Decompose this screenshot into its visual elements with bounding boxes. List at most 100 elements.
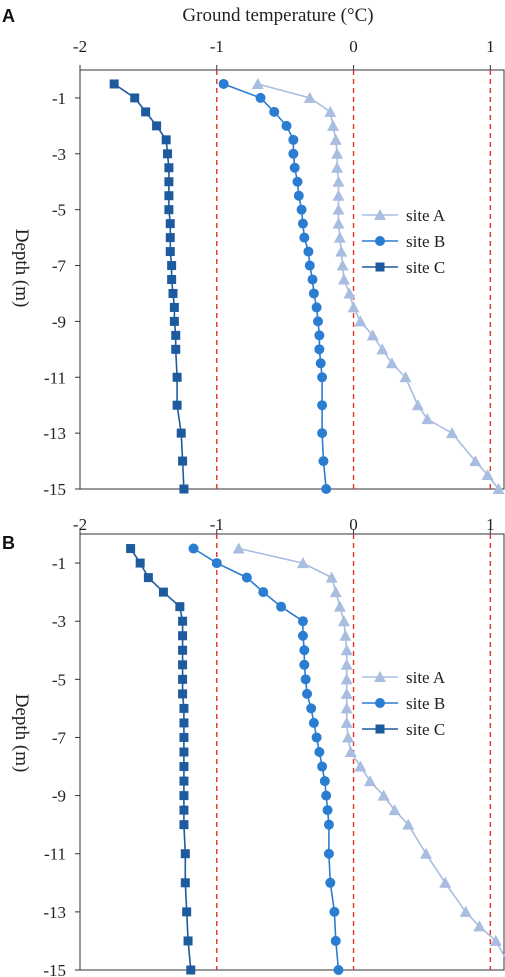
data-point bbox=[340, 687, 353, 699]
legend-label: site B bbox=[406, 694, 445, 713]
x-axis-title: Ground temperature (°C) bbox=[182, 5, 373, 26]
data-point bbox=[314, 330, 325, 341]
data-point bbox=[344, 746, 357, 757]
data-point bbox=[366, 329, 379, 341]
data-point bbox=[164, 191, 174, 201]
data-point bbox=[178, 645, 188, 655]
data-point bbox=[299, 232, 310, 243]
y-tick-label: -9 bbox=[52, 787, 66, 806]
data-point bbox=[340, 673, 353, 685]
data-point bbox=[376, 343, 389, 355]
data-point bbox=[299, 659, 310, 670]
y-tick-label: -15 bbox=[43, 480, 66, 499]
data-point bbox=[333, 965, 344, 975]
data-point bbox=[269, 106, 280, 117]
data-point bbox=[331, 161, 344, 173]
data-point bbox=[218, 78, 229, 89]
x-tick-label: -1 bbox=[210, 515, 224, 534]
panel-a-letter: A bbox=[2, 6, 15, 26]
legend-label: site A bbox=[406, 206, 446, 225]
data-point bbox=[172, 400, 182, 410]
data-point bbox=[377, 789, 390, 801]
data-point bbox=[299, 645, 310, 656]
data-point bbox=[179, 820, 189, 830]
data-point bbox=[340, 702, 353, 714]
data-point bbox=[321, 484, 332, 494]
data-point bbox=[333, 231, 346, 243]
data-point bbox=[135, 558, 145, 568]
data-point bbox=[179, 732, 189, 742]
data-point bbox=[354, 315, 367, 327]
data-point bbox=[141, 107, 151, 117]
data-point bbox=[329, 133, 342, 145]
data-point bbox=[169, 302, 179, 312]
series-line-site-B bbox=[223, 83, 327, 490]
series-line-site-C bbox=[113, 83, 185, 490]
y-tick-label: -1 bbox=[52, 554, 66, 573]
legend-label: site B bbox=[406, 232, 445, 251]
data-point bbox=[179, 718, 189, 728]
y-tick-label: -15 bbox=[43, 961, 66, 977]
data-point bbox=[421, 413, 434, 425]
data-point bbox=[164, 205, 174, 215]
data-point bbox=[332, 175, 345, 187]
data-point bbox=[172, 372, 182, 382]
data-point bbox=[297, 218, 308, 229]
data-point bbox=[420, 847, 433, 859]
y-tick-label: -7 bbox=[52, 257, 67, 276]
y-tick-label: -7 bbox=[52, 728, 67, 747]
y-tick-label: -9 bbox=[52, 312, 66, 331]
data-point bbox=[340, 644, 353, 656]
data-point bbox=[180, 878, 190, 888]
data-point bbox=[335, 245, 348, 257]
data-point bbox=[178, 674, 188, 684]
x-tick-label: 0 bbox=[349, 37, 358, 56]
data-point bbox=[165, 219, 175, 229]
data-point bbox=[329, 586, 342, 598]
data-point bbox=[469, 455, 482, 467]
data-point bbox=[315, 358, 326, 369]
y-tick-label: -5 bbox=[52, 670, 66, 689]
data-point bbox=[281, 120, 292, 131]
data-point bbox=[331, 147, 344, 159]
series-line-site-C bbox=[129, 548, 192, 971]
data-point bbox=[336, 259, 349, 271]
data-point bbox=[167, 261, 177, 271]
data-point bbox=[317, 400, 328, 411]
legend-marker bbox=[375, 236, 385, 246]
data-point bbox=[411, 399, 424, 411]
data-point bbox=[152, 121, 162, 131]
data-point bbox=[171, 344, 181, 354]
data-point bbox=[306, 703, 317, 714]
data-point bbox=[343, 287, 356, 299]
data-point bbox=[302, 688, 313, 699]
data-point bbox=[255, 92, 266, 103]
data-point bbox=[337, 615, 350, 627]
data-point bbox=[297, 616, 308, 627]
data-point bbox=[303, 246, 314, 257]
data-point bbox=[126, 544, 136, 554]
data-point bbox=[321, 790, 332, 801]
panel-b-plot: -2 -1 0 1 -1 -3 -5 -7 -9 -11 -13 -15 site A site B sit… bbox=[43, 515, 505, 977]
data-point bbox=[179, 791, 189, 801]
data-point bbox=[332, 189, 345, 201]
data-point bbox=[130, 93, 140, 103]
data-point bbox=[399, 371, 412, 383]
data-point bbox=[329, 906, 340, 917]
data-point bbox=[314, 747, 325, 757]
data-point bbox=[481, 469, 494, 481]
x-tick-label: 0 bbox=[349, 515, 358, 534]
data-point bbox=[165, 247, 175, 257]
data-point bbox=[175, 602, 185, 612]
data-point bbox=[169, 316, 179, 326]
data-point bbox=[492, 483, 505, 494]
data-point bbox=[354, 760, 367, 772]
legend-marker bbox=[375, 262, 385, 272]
x-tick-label: 1 bbox=[486, 37, 495, 56]
legend-label: site A bbox=[406, 668, 446, 687]
data-point bbox=[330, 935, 341, 946]
data-point bbox=[324, 105, 337, 117]
data-point bbox=[339, 629, 352, 641]
legend-marker bbox=[375, 724, 385, 734]
